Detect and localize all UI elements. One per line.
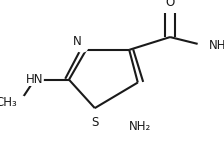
Text: O: O bbox=[166, 0, 175, 9]
Text: NH₂: NH₂ bbox=[129, 120, 151, 133]
Circle shape bbox=[86, 110, 103, 122]
Text: N: N bbox=[73, 35, 82, 48]
Text: CH₃: CH₃ bbox=[0, 96, 17, 109]
Circle shape bbox=[130, 120, 150, 133]
Text: S: S bbox=[91, 116, 99, 129]
Text: NH₂: NH₂ bbox=[209, 39, 224, 52]
Circle shape bbox=[7, 95, 28, 110]
Circle shape bbox=[26, 74, 43, 85]
Text: HN: HN bbox=[26, 73, 43, 86]
Circle shape bbox=[164, 5, 176, 13]
Circle shape bbox=[77, 45, 87, 52]
Circle shape bbox=[198, 38, 220, 53]
